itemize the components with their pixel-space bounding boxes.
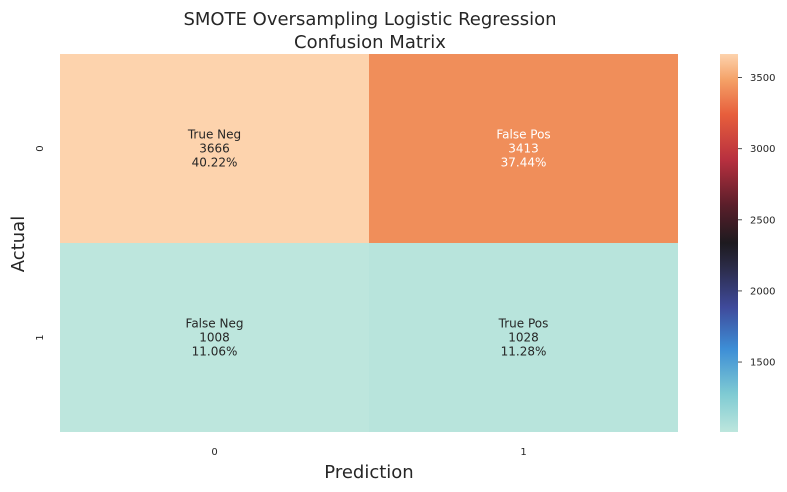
heatmap-cells [60, 54, 678, 432]
y-tick-label: 1 [35, 334, 46, 340]
colorbar-tick-label: 3000 [750, 144, 775, 155]
heatmap-cell-1-1 [369, 243, 678, 432]
cell-annotation-0-1-count: 3413 [508, 142, 539, 156]
cell-annotation-0-1-label: False Pos [496, 128, 550, 142]
cell-annotation-0-0-count: 3666 [199, 142, 230, 156]
cell-annotation-1-1-label: True Pos [498, 317, 549, 331]
y-tick-label: 0 [35, 145, 46, 151]
x-tick-label: 1 [520, 447, 526, 458]
cell-annotation-0-1-percent: 37.44% [501, 156, 547, 170]
colorbar-ticks: 1500 2000 2500 3000 3500 [738, 73, 775, 369]
cell-annotation-1-0-percent: 11.06% [192, 345, 238, 359]
cell-annotation-0-0-label: True Neg [187, 128, 241, 142]
colorbar-tick-label: 2000 [750, 286, 775, 297]
cell-annotation-1-1-percent: 11.28% [501, 345, 547, 359]
cell-annotation-1-0-label: False Neg [186, 317, 244, 331]
chart-title-line-1: SMOTE Oversampling Logistic Regression [183, 9, 556, 30]
y-axis-label: Actual [8, 216, 29, 272]
heatmap-cell-1-0 [60, 243, 369, 432]
chart-title-line-2: Confusion Matrix [294, 32, 446, 53]
cell-annotation-1-1-count: 1028 [508, 331, 539, 345]
x-tick-label: 0 [211, 447, 217, 458]
colorbar [720, 54, 738, 432]
heatmap-cell-0-0 [60, 54, 369, 243]
x-axis-label: Prediction [324, 462, 413, 483]
colorbar-tick-label: 1500 [750, 358, 775, 369]
cell-annotation-1-0-count: 1008 [199, 331, 230, 345]
y-tick-labels: 01 [35, 145, 46, 340]
colorbar-tick-label: 2500 [750, 215, 775, 226]
colorbar-tick-label: 3500 [750, 73, 775, 84]
cell-annotation-0-0-percent: 40.22% [192, 156, 238, 170]
heatmap-cell-0-1 [369, 54, 678, 243]
